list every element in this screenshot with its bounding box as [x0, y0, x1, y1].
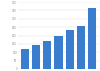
- Bar: [77, 26, 85, 69]
- Bar: [20, 49, 29, 69]
- Bar: [66, 30, 74, 69]
- Bar: [32, 45, 40, 69]
- Bar: [43, 41, 52, 69]
- Bar: [88, 8, 96, 69]
- Bar: [54, 36, 63, 69]
